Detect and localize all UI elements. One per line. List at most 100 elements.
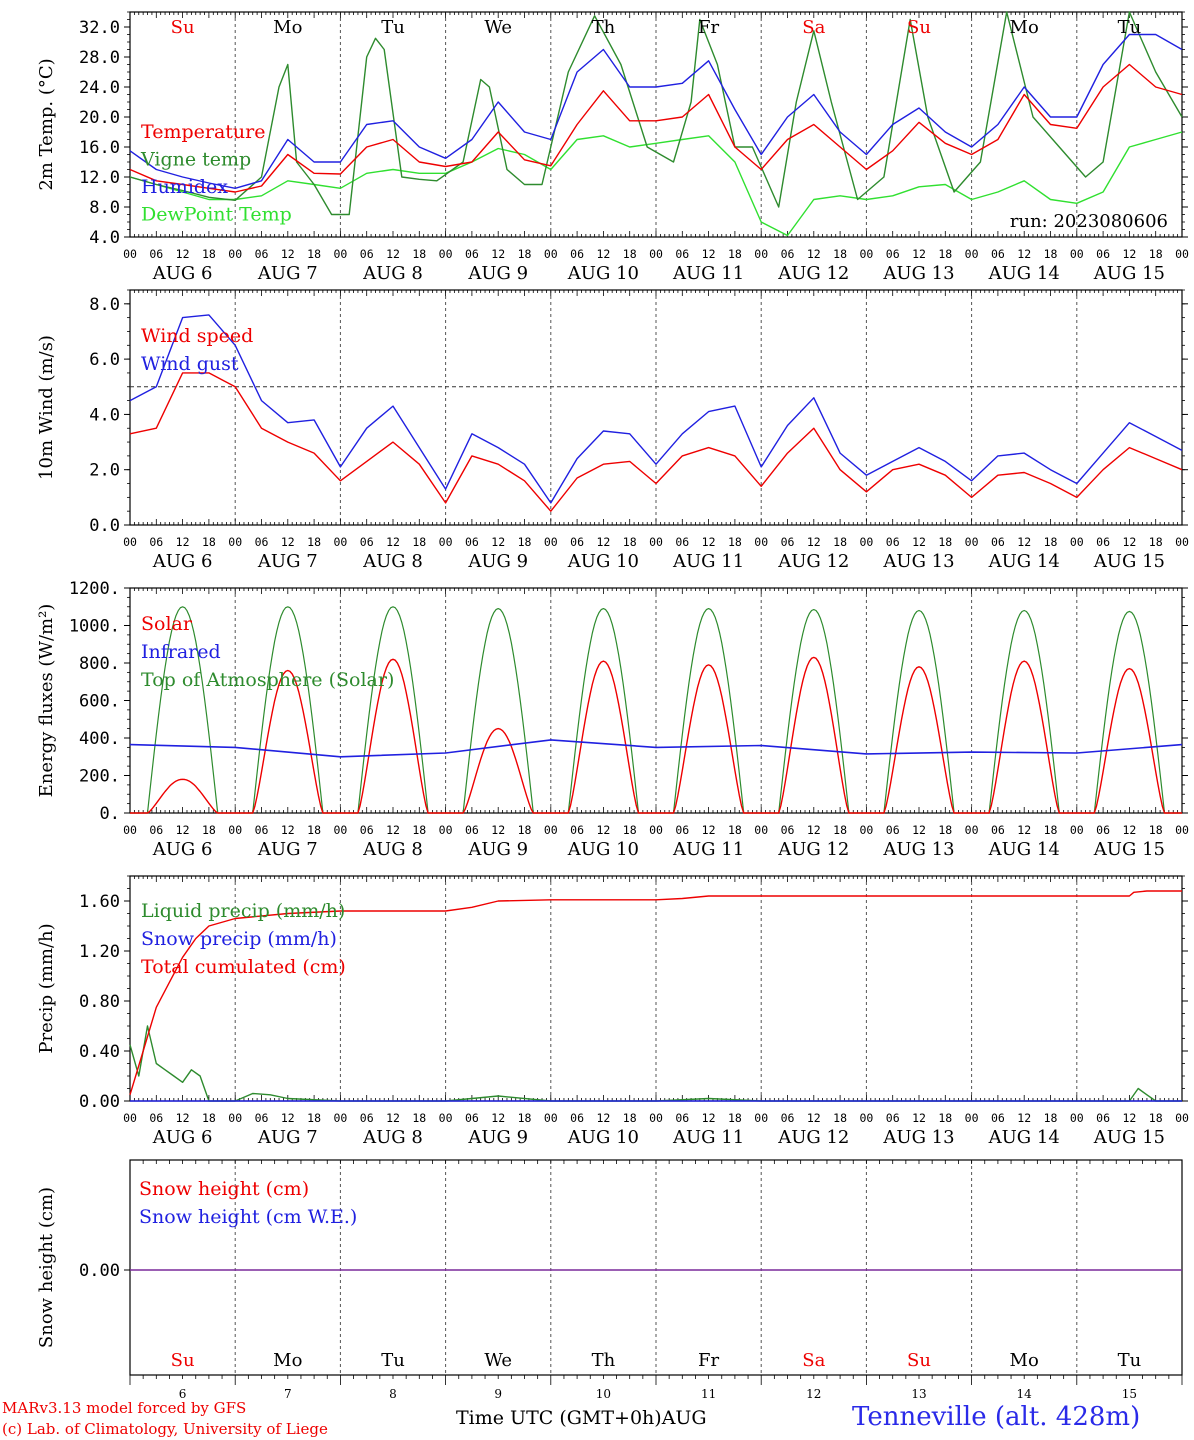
hour-tick-label: 18 — [623, 247, 637, 261]
hour-tick-label: 06 — [149, 247, 163, 261]
hour-tick-label: 00 — [649, 1111, 663, 1125]
hour-tick-label: 12 — [912, 535, 926, 549]
hour-tick-label: 12 — [281, 823, 295, 837]
day-number-label: 8 — [389, 1387, 397, 1401]
date-label: AUG 15 — [1093, 839, 1165, 860]
legend-entry: Wind gust — [141, 353, 239, 375]
hour-tick-label: 12 — [596, 1111, 610, 1125]
y-tick-label: 0.00 — [79, 1092, 120, 1112]
hour-tick-label: 12 — [912, 247, 926, 261]
y-axis-label: 10m Wind (m/s) — [36, 335, 57, 480]
hour-tick-label: 18 — [833, 823, 847, 837]
date-label: AUG 12 — [777, 263, 849, 284]
day-number-label: 9 — [494, 1387, 502, 1401]
hour-tick-label: 00 — [123, 247, 137, 261]
date-label: AUG 11 — [672, 1127, 744, 1148]
date-label: AUG 8 — [362, 839, 423, 860]
y-tick-label: 28.0 — [79, 48, 120, 68]
day-number-label: 15 — [1122, 1387, 1137, 1401]
hour-tick-label: 00 — [544, 1111, 558, 1125]
hour-tick-label: 00 — [1070, 535, 1084, 549]
y-tick-label: 0. — [100, 804, 120, 824]
hour-tick-label: 00 — [1175, 1111, 1189, 1125]
hour-tick-label: 12 — [1122, 247, 1136, 261]
day-number-label: 6 — [179, 1387, 187, 1401]
y-tick-label: 800. — [79, 654, 120, 674]
hour-tick-label: 00 — [965, 535, 979, 549]
hour-tick-label: 00 — [333, 823, 347, 837]
date-label: AUG 11 — [672, 263, 744, 284]
hour-tick-label: 06 — [360, 535, 374, 549]
legend-entry: Wind speed — [141, 325, 253, 347]
hour-tick-label: 00 — [965, 247, 979, 261]
hour-tick-label: 12 — [176, 247, 190, 261]
date-label: AUG 14 — [988, 839, 1060, 860]
y-tick-label: 0.80 — [79, 992, 120, 1012]
hour-tick-label: 18 — [202, 247, 216, 261]
hour-tick-label: 00 — [544, 535, 558, 549]
legend-entry: Top of Atmosphere (Solar) — [141, 669, 394, 691]
hour-tick-label: 12 — [1122, 535, 1136, 549]
y-tick-label: 0.0 — [89, 516, 120, 536]
hour-tick-label: 06 — [886, 247, 900, 261]
date-label: AUG 9 — [467, 839, 528, 860]
panel-3-frame — [129, 587, 1183, 814]
hour-tick-label: 18 — [1044, 823, 1058, 837]
lab-credit: (c) Lab. of Climatology, University of L… — [2, 1420, 328, 1438]
hour-tick-label: 18 — [728, 823, 742, 837]
date-label: AUG 15 — [1093, 263, 1165, 284]
y-tick-label: 16.0 — [79, 138, 120, 158]
y-axis-label: 2m Temp. (°C) — [36, 58, 57, 190]
date-label: AUG 12 — [777, 551, 849, 572]
date-label: AUG 7 — [257, 551, 318, 572]
hour-tick-label: 06 — [991, 247, 1005, 261]
hour-tick-label: 06 — [255, 823, 269, 837]
date-label: AUG 7 — [257, 263, 318, 284]
date-label: AUG 13 — [882, 551, 954, 572]
hour-tick-label: 12 — [491, 1111, 505, 1125]
hour-tick-label: 06 — [149, 823, 163, 837]
hour-tick-label: 12 — [386, 535, 400, 549]
hour-tick-label: 18 — [623, 823, 637, 837]
hour-tick-label: 12 — [386, 247, 400, 261]
weekday-label: Tu — [1118, 17, 1142, 38]
y-tick-label: 200. — [79, 767, 120, 787]
hour-tick-label: 12 — [281, 535, 295, 549]
hour-tick-label: 00 — [228, 535, 242, 549]
hour-tick-label: 06 — [255, 247, 269, 261]
weekday-label: Mo — [273, 1350, 302, 1371]
hour-tick-label: 00 — [228, 1111, 242, 1125]
y-tick-label: 12.0 — [79, 168, 120, 188]
hour-tick-label: 18 — [412, 823, 426, 837]
date-label: AUG 15 — [1093, 551, 1165, 572]
hour-tick-label: 06 — [465, 535, 479, 549]
hour-tick-label: 12 — [1017, 1111, 1031, 1125]
weekday-label: Fr — [698, 17, 719, 38]
hour-tick-label: 00 — [123, 823, 137, 837]
hour-tick-label: 00 — [965, 1111, 979, 1125]
hour-tick-label: 06 — [465, 823, 479, 837]
y-tick-label: 2.0 — [89, 461, 120, 481]
hour-tick-label: 18 — [623, 1111, 637, 1125]
hour-tick-label: 18 — [202, 823, 216, 837]
hour-tick-label: 00 — [649, 535, 663, 549]
y-tick-label: 4.0 — [89, 228, 120, 248]
date-label: AUG 6 — [152, 551, 213, 572]
y-tick-label: 400. — [79, 729, 120, 749]
hour-tick-label: 00 — [1070, 247, 1084, 261]
hour-tick-label: 18 — [833, 1111, 847, 1125]
y-tick-label: 32.0 — [79, 18, 120, 38]
hour-tick-label: 06 — [570, 1111, 584, 1125]
hour-tick-label: 06 — [991, 535, 1005, 549]
y-tick-label: 8.0 — [89, 295, 120, 315]
hour-tick-label: 06 — [675, 1111, 689, 1125]
hour-tick-label: 18 — [833, 535, 847, 549]
hour-tick-label: 18 — [728, 247, 742, 261]
hour-tick-label: 12 — [702, 247, 716, 261]
date-label: AUG 6 — [152, 839, 213, 860]
hour-tick-label: 00 — [333, 535, 347, 549]
hour-tick-label: 18 — [623, 535, 637, 549]
weekday-label: Su — [907, 17, 931, 38]
hour-tick-label: 12 — [386, 1111, 400, 1125]
